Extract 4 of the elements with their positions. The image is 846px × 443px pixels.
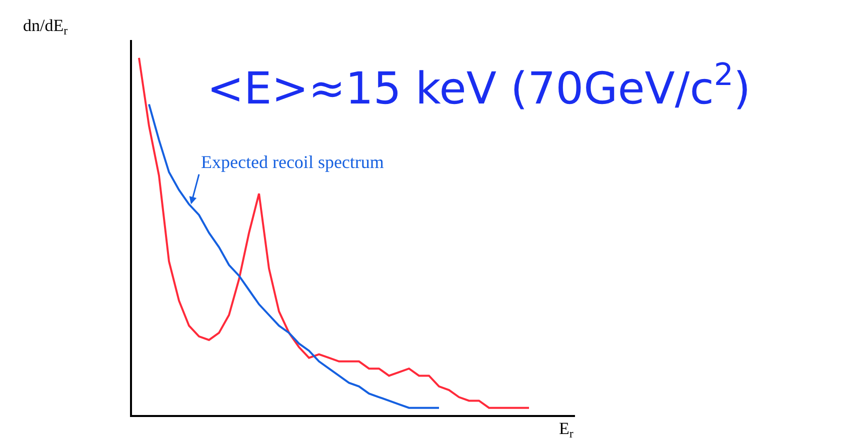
x-axis-title: E$_{r}$ bbox=[559, 419, 574, 441]
annotation: Expected recoil spectrum bbox=[201, 152, 384, 172]
y-axis-title: dn/dE$_{r}$ bbox=[23, 16, 68, 38]
annotation: <E>≈15 keV (70GeV/c$^{2}$) bbox=[207, 57, 751, 114]
